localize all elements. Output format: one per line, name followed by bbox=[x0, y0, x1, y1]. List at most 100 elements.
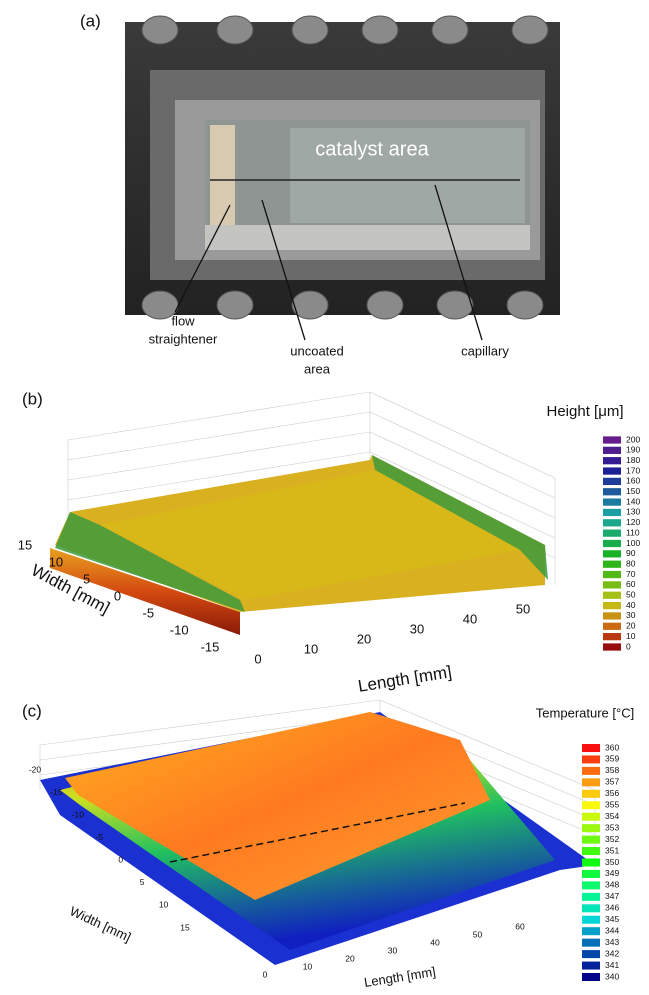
colorbar-label: 359 bbox=[605, 754, 619, 764]
tick-label: 10 bbox=[49, 554, 63, 569]
colorbar-label: 140 bbox=[626, 496, 640, 506]
colorbar-swatch bbox=[582, 916, 600, 924]
annotation: uncoated bbox=[290, 343, 344, 358]
colorbar-swatch bbox=[582, 939, 600, 947]
colorbar-label: 60 bbox=[626, 579, 636, 589]
colorbar-swatch bbox=[603, 623, 621, 630]
tick-label: 50 bbox=[516, 601, 530, 616]
colorbar-label: 150 bbox=[626, 486, 640, 496]
colorbar-swatch bbox=[582, 744, 600, 752]
colorbar-swatch bbox=[582, 836, 600, 844]
colorbar-label: 20 bbox=[626, 621, 636, 631]
photo-label: catalyst area bbox=[315, 138, 429, 160]
colorbar-label: 343 bbox=[605, 937, 619, 947]
colorbar-label: 358 bbox=[605, 765, 619, 775]
colorbar-swatch bbox=[582, 870, 600, 878]
colorbar-label: 345 bbox=[605, 914, 619, 924]
colorbar-swatch bbox=[582, 847, 600, 855]
panel-label: (c) bbox=[22, 701, 42, 720]
tick-label: 40 bbox=[430, 937, 440, 947]
tick-label: 5 bbox=[140, 877, 145, 887]
tick-label: 30 bbox=[388, 945, 398, 955]
colorbar-swatch bbox=[603, 571, 621, 578]
annotation: area bbox=[304, 361, 331, 376]
colorbar-label: 355 bbox=[605, 800, 619, 810]
colorbar-label: 130 bbox=[626, 507, 640, 517]
colorbar-swatch bbox=[603, 550, 621, 557]
colorbar-label: 360 bbox=[605, 742, 619, 752]
colorbar-title: Temperature [°C] bbox=[536, 705, 634, 720]
tick-label: 15 bbox=[180, 922, 190, 932]
colorbar-label: 354 bbox=[605, 811, 619, 821]
tick-label: 60 bbox=[515, 921, 525, 931]
tick-label: -15 bbox=[201, 639, 220, 654]
colorbar-label: 80 bbox=[626, 558, 636, 568]
colorbar-swatch bbox=[603, 643, 621, 650]
colorbar-swatch bbox=[582, 858, 600, 866]
colorbar-swatch bbox=[603, 612, 621, 619]
colorbar-label: 348 bbox=[605, 880, 619, 890]
colorbar-label: 30 bbox=[626, 610, 636, 620]
colorbar-label: 350 bbox=[605, 857, 619, 867]
colorbar-label: 40 bbox=[626, 600, 636, 610]
colorbar-label: 352 bbox=[605, 834, 619, 844]
annotation: flow bbox=[171, 313, 195, 328]
tick-label: -15 bbox=[50, 787, 63, 797]
tick-label: 0 bbox=[263, 969, 268, 979]
tick-label: -20 bbox=[29, 764, 42, 774]
colorbar-label: 0 bbox=[626, 641, 631, 651]
colorbar-swatch bbox=[603, 530, 621, 537]
tick-label: 20 bbox=[345, 953, 355, 963]
colorbar-swatch bbox=[582, 801, 600, 809]
colorbar-label: 70 bbox=[626, 569, 636, 579]
colorbar-label: 344 bbox=[605, 925, 619, 935]
colorbar-label: 356 bbox=[605, 788, 619, 798]
tick-label: 5 bbox=[83, 571, 90, 586]
panel-label: (b) bbox=[22, 389, 43, 408]
colorbar-label: 340 bbox=[605, 971, 619, 981]
colorbar-label: 160 bbox=[626, 476, 640, 486]
colorbar-label: 110 bbox=[626, 527, 640, 537]
colorbar-swatch bbox=[582, 767, 600, 775]
colorbar-swatch bbox=[603, 540, 621, 547]
colorbar-swatch bbox=[603, 561, 621, 568]
tick-label: 10 bbox=[159, 900, 169, 910]
colorbar-label: 349 bbox=[605, 868, 619, 878]
tick-label: -5 bbox=[143, 605, 155, 620]
tick-label: 20 bbox=[357, 631, 371, 646]
tick-label: -10 bbox=[72, 809, 85, 819]
colorbar-swatch bbox=[582, 778, 600, 786]
colorbar-label: 170 bbox=[626, 465, 640, 475]
tick-label: 0 bbox=[118, 855, 123, 865]
colorbar-swatch bbox=[603, 447, 621, 454]
colorbar-swatch bbox=[603, 488, 621, 495]
colorbar-swatch bbox=[603, 467, 621, 474]
tick-label: 50 bbox=[473, 929, 483, 939]
axis-label: Length [mm] bbox=[363, 964, 437, 990]
colorbar-label: 90 bbox=[626, 548, 636, 558]
colorbar-label: 50 bbox=[626, 590, 636, 600]
figure: (a) catalyst area flow straightener unco… bbox=[0, 0, 649, 995]
colorbar-swatch bbox=[603, 581, 621, 588]
colorbar-label: 347 bbox=[605, 891, 619, 901]
colorbar-swatch bbox=[582, 904, 600, 912]
colorbar-label: 180 bbox=[626, 455, 640, 465]
colorbar-label: 353 bbox=[605, 822, 619, 832]
colorbar-swatch bbox=[603, 478, 621, 485]
colorbar-swatch bbox=[582, 881, 600, 889]
annotation: capillary bbox=[461, 343, 509, 358]
surface-c bbox=[40, 700, 595, 965]
surface-b bbox=[50, 392, 555, 635]
colorbar-label: 10 bbox=[626, 631, 636, 641]
annotation: straightener bbox=[149, 331, 218, 346]
colorbar-label: 357 bbox=[605, 777, 619, 787]
colorbar-label: 100 bbox=[626, 538, 640, 548]
colorbar-swatch bbox=[582, 790, 600, 798]
tick-label: 0 bbox=[254, 651, 261, 666]
colorbar-swatch bbox=[603, 592, 621, 599]
colorbar-swatch bbox=[582, 755, 600, 763]
axis-label: Width [mm] bbox=[67, 903, 133, 944]
tick-label: -5 bbox=[96, 832, 104, 842]
tick-label: 30 bbox=[410, 621, 424, 636]
colorbar-swatch bbox=[603, 436, 621, 443]
